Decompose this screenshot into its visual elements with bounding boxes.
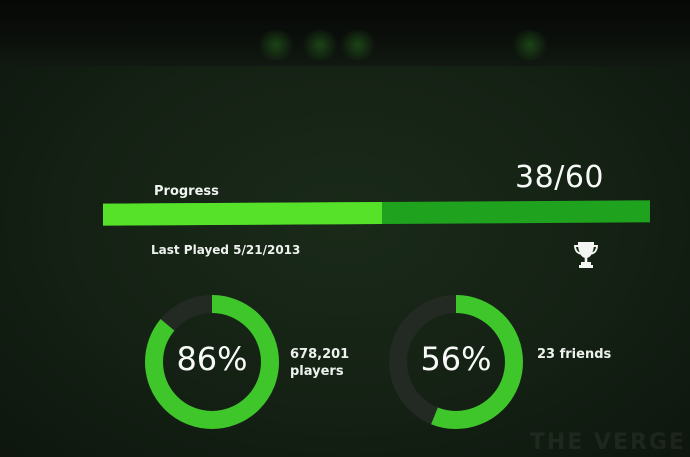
background-glow xyxy=(338,30,378,60)
players-count-value: 678,201 xyxy=(290,346,349,363)
background-glow xyxy=(256,30,296,60)
background-glow xyxy=(300,30,340,60)
watermark: THE VERGE xyxy=(530,430,686,455)
background-glow xyxy=(510,30,550,60)
friends-count: 23 friends xyxy=(537,346,611,363)
progress-bar xyxy=(103,200,650,225)
progress-label: Progress xyxy=(154,184,219,199)
players-count: 678,201 players xyxy=(290,346,349,380)
top-band xyxy=(0,0,690,70)
friends-percent: 56% xyxy=(386,340,526,378)
players-count-unit: players xyxy=(290,363,349,380)
trophy-icon xyxy=(573,240,599,270)
players-percent: 86% xyxy=(142,340,282,378)
last-played-date: Last Played 5/21/2013 xyxy=(151,243,300,257)
progress-count: 38/60 xyxy=(515,160,604,195)
progress-bar-fill xyxy=(103,202,382,226)
